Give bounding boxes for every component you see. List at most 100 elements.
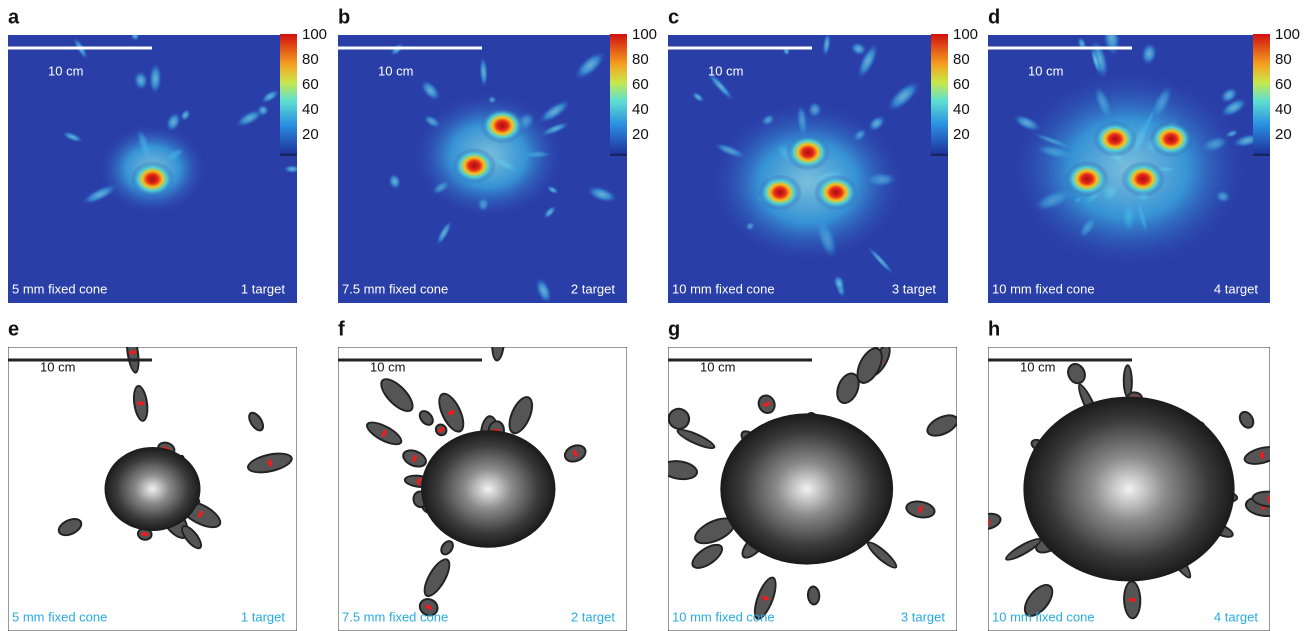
panel-letter: g <box>668 318 680 340</box>
blob <box>283 164 297 174</box>
panel: 10 cm 7.5 mm fixed cone 2 target <box>338 19 627 303</box>
blob <box>180 108 191 122</box>
cone-label: 7.5 mm fixed cone <box>342 609 448 624</box>
colorbar-tick-label: 40 <box>1275 101 1292 118</box>
blob <box>1140 42 1158 66</box>
scale-label: 10 cm <box>1028 63 1063 78</box>
panel-image <box>338 347 627 631</box>
blob-inner <box>250 413 263 430</box>
blob <box>1219 86 1239 104</box>
scale-label: 10 cm <box>48 63 83 78</box>
blob-inner <box>808 587 819 604</box>
blob <box>516 19 535 35</box>
colorbar-tick-label: 40 <box>632 101 649 118</box>
colorbar-tick-label: 60 <box>632 76 649 93</box>
panel: 10 cm 5 mm fixed cone 1 target <box>8 34 297 303</box>
hot-spot <box>1121 161 1165 197</box>
blob <box>691 91 705 103</box>
scale-label: 10 cm <box>370 359 405 374</box>
scale-label: 10 cm <box>378 63 413 78</box>
red-speck <box>437 426 445 433</box>
panel-letter: e <box>8 318 19 340</box>
blob-inner <box>1124 366 1131 397</box>
blob <box>886 80 921 113</box>
panel-letter: d <box>988 6 1000 28</box>
hot-spot <box>814 174 858 211</box>
blob <box>856 42 879 80</box>
blob <box>706 70 735 102</box>
blob <box>573 50 606 81</box>
cone-label: 10 mm fixed cone <box>672 281 775 296</box>
colorbar-tick-label: 100 <box>302 26 327 43</box>
blob <box>130 35 140 42</box>
blob-inner <box>838 374 858 403</box>
blob <box>1220 97 1248 118</box>
cone-label: 7.5 mm fixed cone <box>342 281 448 296</box>
blob-inner <box>59 519 81 535</box>
panel-image <box>8 347 297 631</box>
blob-inner <box>1069 364 1084 383</box>
red-speck <box>1267 495 1270 504</box>
scale-label: 10 cm <box>40 359 75 374</box>
colorbar-tick-label: 80 <box>953 51 970 68</box>
core <box>1023 396 1235 582</box>
blob-inner <box>678 430 714 448</box>
core <box>421 430 556 548</box>
panel-image <box>668 35 948 303</box>
blob <box>388 173 402 190</box>
blob-inner <box>1025 585 1052 615</box>
colorbar-tick-label: 60 <box>1275 76 1292 93</box>
panel-letter: b <box>338 6 350 28</box>
colorbar-tick-label: 100 <box>632 26 657 43</box>
blob-inner <box>668 462 697 479</box>
target-label: 3 target <box>892 281 936 296</box>
blob <box>479 55 489 89</box>
red-speck <box>267 459 273 467</box>
target-label: 4 target <box>1214 609 1258 624</box>
blob <box>133 70 149 91</box>
colorbar-tick-label: 60 <box>302 76 319 93</box>
core <box>104 447 201 531</box>
blob <box>543 205 557 220</box>
hot-spot <box>1093 121 1137 157</box>
blob <box>535 277 553 303</box>
panel-image <box>338 19 627 303</box>
blob <box>61 131 84 143</box>
blob-inner <box>1240 412 1253 427</box>
colorbar <box>280 34 297 155</box>
panel-letter: a <box>8 6 20 28</box>
red-speck <box>140 532 149 537</box>
red-speck <box>1128 597 1137 602</box>
red-speck <box>762 401 771 407</box>
core <box>720 413 894 565</box>
blob <box>866 245 895 276</box>
cone-label: 5 mm fixed cone <box>12 281 107 296</box>
blob <box>833 274 846 291</box>
blob-inner <box>493 347 503 360</box>
colorbar-tick-label: 40 <box>302 101 319 118</box>
target-label: 1 target <box>241 609 285 624</box>
colorbar-tick-label: 60 <box>953 76 970 93</box>
blob <box>390 43 405 56</box>
colorbar-tick-label: 40 <box>953 101 970 118</box>
colorbar-tick-label: 100 <box>953 26 978 43</box>
red-speck <box>1259 451 1265 460</box>
blob-inner <box>669 409 689 428</box>
blob <box>850 41 867 56</box>
panel: 10 cm 7.5 mm fixed cone 2 target <box>338 347 627 631</box>
blob <box>822 35 832 58</box>
blob-inner <box>1006 539 1040 560</box>
hot-spot <box>452 147 497 184</box>
red-speck <box>425 604 433 610</box>
colorbar-tick-label: 20 <box>953 126 970 143</box>
colorbar-tick-label: 20 <box>302 126 319 143</box>
colorbar-tick-label: 80 <box>632 51 649 68</box>
target-label: 1 target <box>241 281 285 296</box>
panel-letter: h <box>988 318 1000 340</box>
hot-spot <box>1149 121 1193 157</box>
red-speck <box>447 410 456 416</box>
panel: 10 cm 10 mm fixed cone 4 target <box>988 347 1270 631</box>
blob <box>260 89 280 104</box>
blob-inner <box>868 543 896 567</box>
red-speck <box>381 429 387 438</box>
